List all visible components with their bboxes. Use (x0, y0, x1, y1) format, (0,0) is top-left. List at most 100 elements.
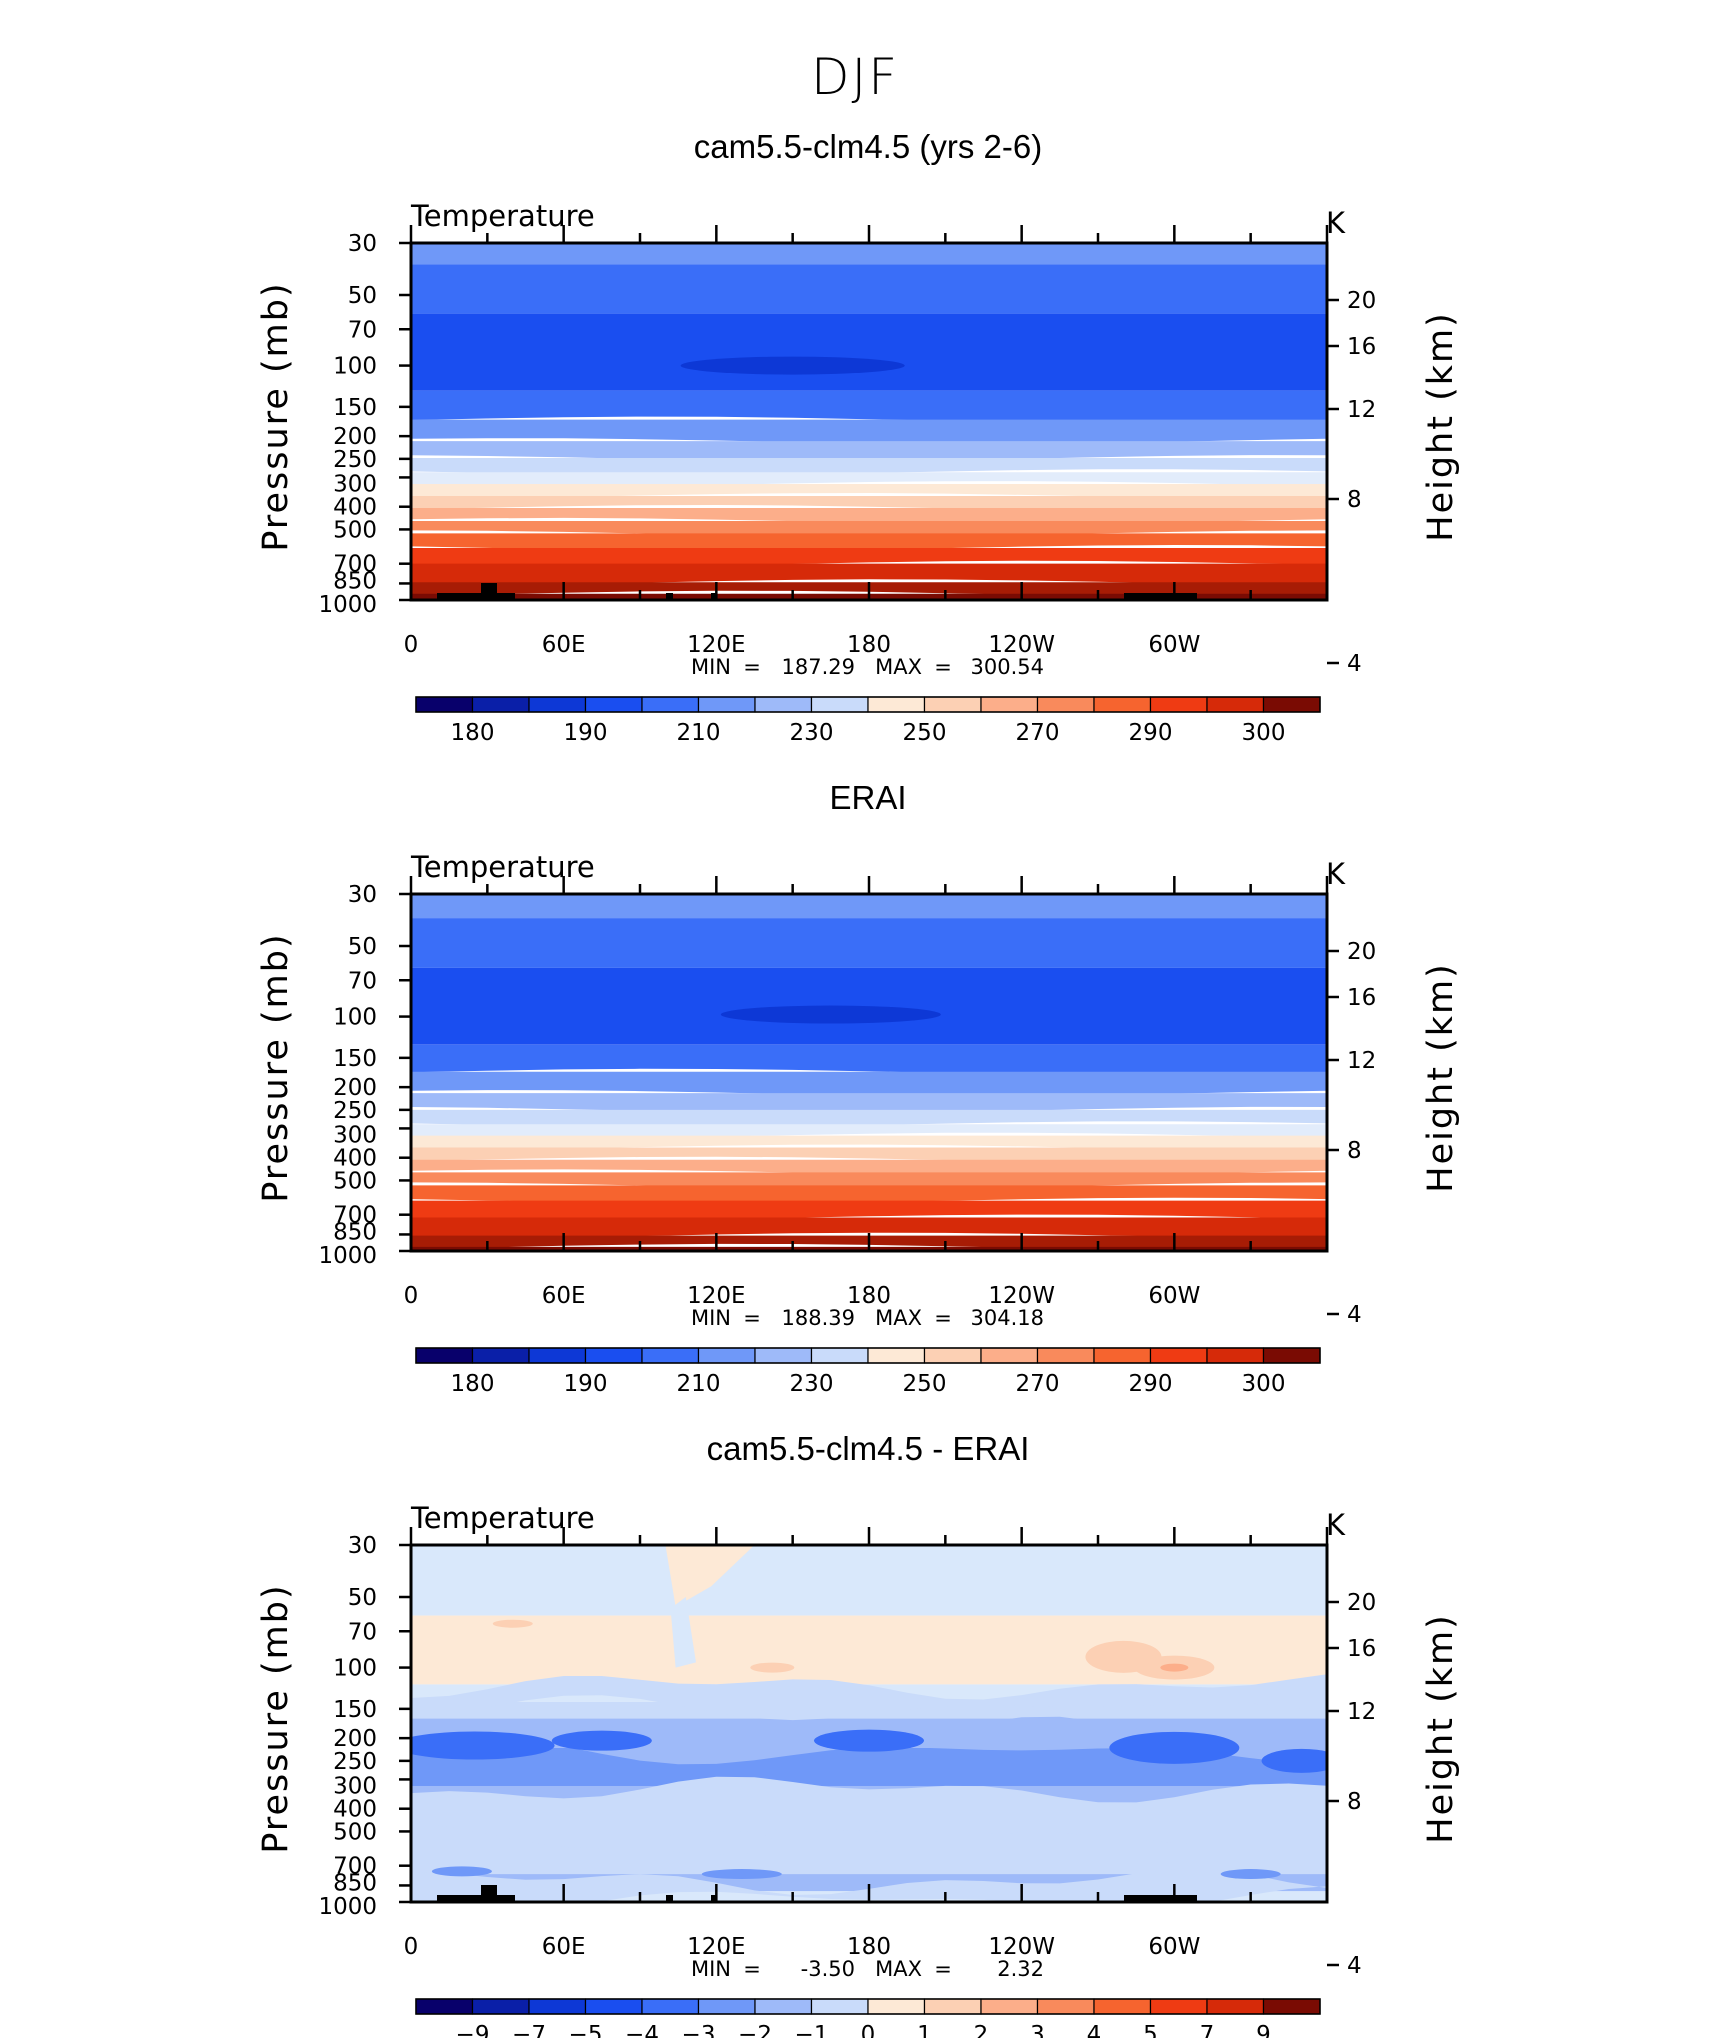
contour-band (680, 356, 905, 375)
contour-band (411, 458, 1327, 476)
x-tick-label: 180 (847, 1934, 891, 1960)
left-string: Temperature (410, 1501, 595, 1535)
y-tick-label: 30 (348, 882, 377, 908)
equals-sign: = (934, 655, 952, 679)
colorbar-label: 300 (1242, 1371, 1286, 1397)
contour-band (411, 918, 1327, 968)
contour-band (411, 520, 1327, 537)
x-tick-label: 120E (687, 1934, 745, 1960)
contour-band (411, 533, 1327, 551)
units-label: K (1326, 857, 1346, 891)
units-label: K (1326, 1508, 1346, 1542)
y-tick-label: 500 (333, 1168, 377, 1194)
min-value: 188.39 (782, 1306, 855, 1330)
contour-band (411, 1109, 1327, 1128)
terrain-mask (666, 593, 673, 600)
colorbar-label: 7 (1200, 2022, 1215, 2038)
colorbar-box (584, 696, 643, 713)
x-tick-label: 60E (542, 1283, 586, 1309)
contour-band (1109, 1731, 1240, 1764)
terrain-mask (1124, 1895, 1197, 1902)
contour-band (411, 1044, 1327, 1075)
colorbar-label: 210 (677, 1371, 721, 1397)
colorbar: −9 −7 −5 −4 −3 −2 −1 0 1 2 3 4 5 7 9 (415, 1998, 1321, 2038)
x-tick-label: 60E (542, 1934, 586, 1960)
y2-tick-label: 20 (1347, 288, 1376, 314)
colorbar-box (754, 696, 813, 713)
contour-band (411, 894, 1327, 919)
colorbar: 180 190 210 230 250 270 290 300 (415, 1347, 1321, 1397)
y-tick-label: 300 (333, 471, 377, 497)
min-value: 187.29 (782, 655, 855, 679)
min-label: MIN (691, 1306, 731, 1330)
contour-band (411, 1776, 1327, 1849)
y-tick-label: 1000 (318, 1243, 377, 1269)
contour-band (411, 1185, 1327, 1204)
colorbar-box (641, 1998, 700, 2015)
colorbar-label: 270 (1016, 720, 1060, 746)
y-tick-label: 850 (333, 568, 377, 594)
y2-tick-label: 20 (1347, 939, 1376, 965)
panel-2: ERAI Temperature K 0 60E 120E 180 120W 60W 30 50 70… (256, 779, 1461, 1397)
colorbar-box (471, 1998, 530, 2015)
colorbar-label: 2 (974, 2022, 989, 2038)
colorbar-box (810, 1347, 869, 1364)
colorbar-label: 5 (1143, 2022, 1158, 2038)
panel-title: cam5.5-clm4.5 - ERAI (707, 1430, 1030, 1467)
colorbar-label: 180 (451, 1371, 495, 1397)
y-tick-label: 250 (333, 1098, 377, 1124)
y-tick-label: 700 (333, 1203, 377, 1229)
colorbar-box (1149, 1998, 1208, 2015)
y-tick-label: 100 (333, 1005, 377, 1031)
contour-field (411, 1545, 1327, 1902)
colorbar-box (754, 1998, 813, 2015)
contour-band (411, 1172, 1327, 1189)
equals-sign: = (743, 655, 761, 679)
colorbar-box (471, 1347, 530, 1364)
colorbar-frame (415, 696, 1321, 713)
equals-sign: = (743, 1957, 761, 1981)
colorbar-label: 190 (564, 720, 608, 746)
colorbar-box (641, 696, 700, 713)
min-label: MIN (691, 1957, 731, 1981)
colorbar-label: −3 (682, 2022, 716, 2038)
y-tick-label: 700 (333, 552, 377, 578)
y2-tick-label: 8 (1347, 487, 1362, 513)
terrain-mask (481, 583, 497, 600)
terrain-mask (481, 1885, 497, 1902)
y-tick-label: 70 (348, 317, 377, 343)
contour-band (411, 495, 1327, 511)
min-value: -3.50 (801, 1957, 855, 1981)
colorbar-label: −7 (512, 2022, 546, 2038)
x-tick-label: 0 (404, 1283, 419, 1309)
contour-band (814, 1729, 924, 1752)
x-tick-label: 0 (404, 632, 419, 658)
contour-band (411, 1135, 1327, 1151)
y-tick-label: 30 (348, 231, 377, 257)
contour-band (411, 1731, 555, 1760)
contour-band (551, 1730, 652, 1751)
y2-tick-label: 16 (1347, 1636, 1376, 1662)
max-label: MAX (875, 1957, 922, 1981)
contour-band (411, 563, 1327, 586)
colorbar-label: 9 (1256, 2022, 1271, 2038)
colorbar-label: 290 (1129, 1371, 1173, 1397)
contour-band (750, 1662, 795, 1673)
contour-band (411, 1200, 1327, 1221)
y2-axis-label: Height (km) (1421, 962, 1461, 1193)
figure-title: DJF (811, 48, 899, 106)
colorbar-label: 0 (861, 2022, 876, 2038)
colorbar-label: 230 (790, 1371, 834, 1397)
contour-band (411, 472, 1327, 487)
y-tick-label: 200 (333, 1075, 377, 1101)
max-value: 304.18 (971, 1306, 1044, 1330)
colorbar-box (1206, 696, 1265, 713)
colorbar-label: 290 (1129, 720, 1173, 746)
y-tick-label: 50 (348, 283, 377, 309)
contour-band (411, 390, 1327, 423)
colorbar-box (980, 696, 1039, 713)
y-tick-label: 250 (333, 447, 377, 473)
colorbar-box (1149, 1347, 1208, 1364)
terrain-mask (437, 1895, 487, 1902)
